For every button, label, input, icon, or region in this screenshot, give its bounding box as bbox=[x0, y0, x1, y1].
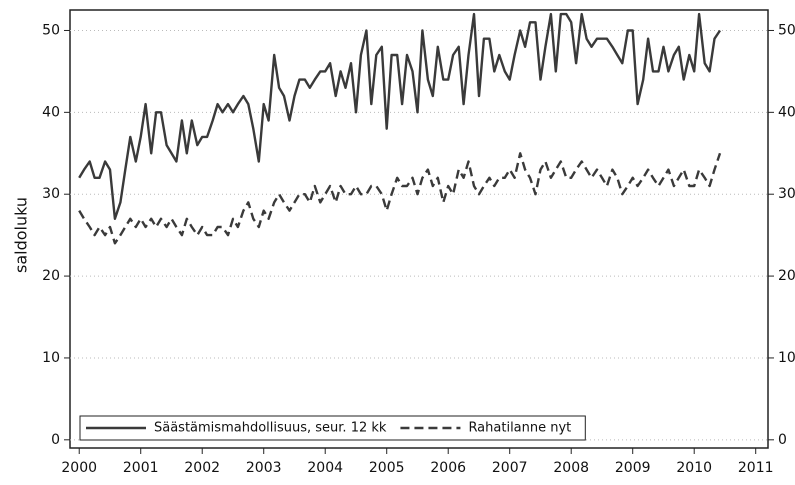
x-tick-label: 2009 bbox=[615, 460, 651, 476]
x-tick-label: 2010 bbox=[676, 460, 712, 476]
data-line bbox=[78, 12, 721, 220]
y-tick-label: 20 bbox=[42, 268, 60, 284]
y-tick-label: 10 bbox=[42, 350, 60, 366]
data-line bbox=[78, 152, 722, 245]
x-tick-label: 2005 bbox=[369, 460, 405, 476]
legend-box bbox=[79, 415, 586, 441]
y-tick-label: 40 bbox=[42, 104, 60, 120]
plot-frame bbox=[69, 9, 769, 449]
y2-tick-label: 0 bbox=[778, 432, 787, 448]
x-tick-label: 2007 bbox=[492, 460, 528, 476]
x-tick-label: 2011 bbox=[738, 460, 774, 476]
x-tick-label: 2001 bbox=[123, 460, 159, 476]
x-tick-label: 2004 bbox=[307, 460, 343, 476]
y2-tick-label: 50 bbox=[778, 22, 795, 38]
y2-tick-label: 30 bbox=[778, 186, 795, 202]
legend-label: Rahatilanne nyt bbox=[468, 421, 571, 436]
y2-tick-label: 40 bbox=[778, 104, 795, 120]
x-tick-label: 2008 bbox=[553, 460, 589, 476]
y2-tick-label: 10 bbox=[778, 350, 795, 366]
x-tick-label: 2003 bbox=[246, 460, 282, 476]
x-tick-label: 2000 bbox=[61, 460, 97, 476]
legend-label: Säästämismahdollisuus, seur. 12 kk bbox=[154, 421, 387, 436]
y-tick-label: 50 bbox=[42, 22, 60, 38]
y-axis-label: saldoluku bbox=[12, 197, 31, 273]
y-tick-label: 0 bbox=[51, 432, 60, 448]
y-tick-label: 30 bbox=[42, 186, 60, 202]
x-tick-label: 2002 bbox=[184, 460, 220, 476]
y2-tick-label: 20 bbox=[778, 268, 795, 284]
x-tick-label: 2006 bbox=[430, 460, 466, 476]
